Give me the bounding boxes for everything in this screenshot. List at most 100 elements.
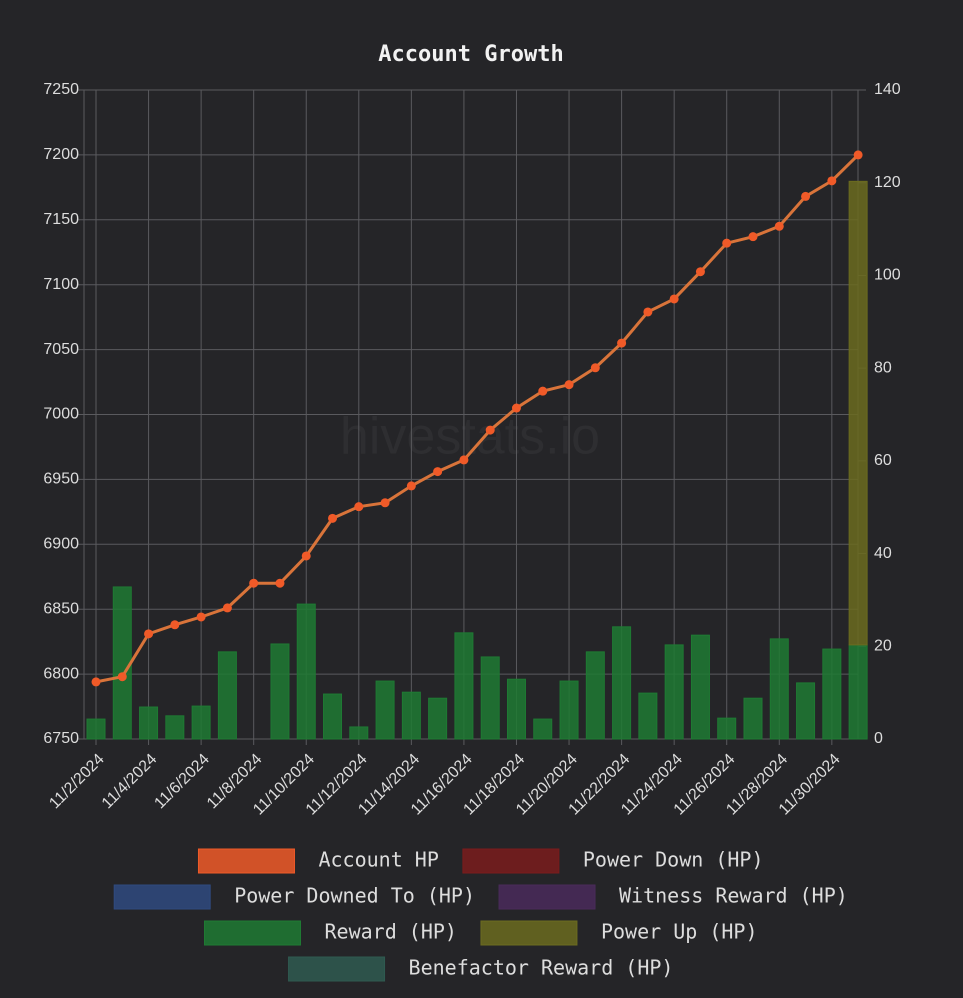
legend-swatch [197,848,295,874]
point [722,238,732,248]
point [590,363,600,373]
bar [349,726,369,740]
legend-label: Power Down (HP) [583,848,764,872]
x-tick-label: 11/4/2024 [99,751,161,813]
point [511,403,521,413]
y-tick-label: 7150 [43,211,79,228]
legend-label: Reward (HP) [325,920,457,944]
y-tick-label: 7200 [43,146,79,163]
point [222,603,232,613]
point [459,455,469,465]
point [91,677,101,687]
bar [690,634,710,740]
point [617,338,627,348]
bar [112,586,132,740]
point [538,386,548,396]
point [275,578,285,588]
bar [612,626,632,740]
y-tick-label: 6950 [43,471,79,488]
bar [822,648,842,740]
x-tick-label: 11/2/2024 [46,751,108,813]
point [406,481,416,491]
line [95,153,860,684]
y-tick-label: 7000 [43,406,79,423]
point [433,467,443,477]
point [669,294,679,304]
point [827,176,837,186]
chart-title: Account Growth [378,42,563,67]
y-tick-label: 6750 [43,730,79,747]
watermark: hivestats.io [340,408,600,466]
bar [533,718,553,740]
x-tick-label: 11/6/2024 [151,751,213,813]
y2-tick-label: 120 [874,174,901,191]
bar [506,678,526,740]
bar [743,697,763,740]
point [328,513,338,523]
bar [296,603,316,740]
legend-label: Power Downed To (HP) [234,884,475,908]
y-tick-label: 6900 [43,536,79,553]
point [144,629,154,639]
bar [769,638,789,740]
point [249,578,259,588]
bar [375,680,395,740]
bar [848,180,868,646]
y2-tick-label: 0 [874,730,883,747]
bar [401,691,421,740]
y2-tick-label: 100 [874,267,901,284]
bar [796,682,816,740]
bar [323,693,343,740]
y-tick-label: 7250 [43,81,79,98]
bar [139,706,159,740]
y2-tick-label: 140 [874,81,901,98]
point [643,307,653,317]
point [695,267,705,277]
y-tick-label: 6850 [43,600,79,617]
bar [428,697,448,740]
legend-swatch [288,956,386,982]
y-tick-label: 7100 [43,276,79,293]
y2-tick-label: 80 [874,359,892,376]
legend-label: Power Up (HP) [601,920,758,944]
point [853,150,863,160]
legend-swatch [462,848,560,874]
bar [217,651,237,740]
legend-swatch [480,920,578,946]
bar [454,632,474,740]
legend-label: Account HP [318,848,438,872]
point [380,498,390,508]
bar [191,705,211,740]
bar [270,643,290,740]
legend-label: Witness Reward (HP) [619,884,848,908]
bar [638,692,658,740]
point [301,551,311,561]
point [196,612,206,622]
y2-tick-label: 40 [874,545,892,562]
point [564,380,574,390]
y2-tick-label: 60 [874,452,892,469]
legend-swatch [113,884,211,910]
bar [664,644,684,740]
legend-row: Power Downed To (HP) Witness Reward (HP) [113,884,848,910]
point [354,502,364,512]
bar [480,656,500,740]
legend-row: Reward (HP) Power Up (HP) [204,920,758,946]
legend-label: Benefactor Reward (HP) [409,956,674,980]
legend-swatch [498,884,596,910]
y2-tick-label: 20 [874,638,892,655]
legend-swatch [204,920,301,946]
point [170,620,180,630]
point [117,672,127,682]
bar [848,644,868,740]
bar [717,717,737,740]
legend-row: Benefactor Reward (HP) [288,956,674,982]
y-tick-label: 7050 [43,341,79,358]
y-tick-label: 6800 [43,665,79,682]
bar [86,718,106,740]
point [748,232,758,242]
bar [165,715,185,740]
bar [585,651,605,740]
point [485,425,495,435]
